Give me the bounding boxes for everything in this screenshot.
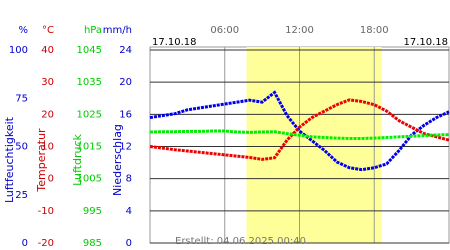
y-tick-label: 30 [41,77,54,88]
y-tick-label: 0 [22,238,28,249]
y-tick-label: 995 [83,206,102,217]
y-tick-label: 1015 [77,142,102,153]
x-tick-label: 12:00 [285,25,314,36]
series-line [149,98,450,161]
y-tick-label: 12 [119,142,132,153]
y-tick-label: 10 [41,142,54,153]
axis-title: Luftfeuchtigkeit [3,116,16,203]
axis-unit: mm/h [103,25,132,36]
y-tick-label: 25 [15,190,28,201]
y-tick-label: 20 [41,109,54,120]
y-tick-label: 1005 [77,174,102,185]
axis-title: Luftdruck [71,133,84,185]
y-tick-label: 50 [15,142,28,153]
axis-unit: % [18,25,28,36]
axis-unit: hPa [84,25,102,36]
daylight [246,47,382,243]
y-tick-label: 0 [126,238,132,249]
date-right: 17.10.18 [403,37,448,48]
x-tick-label: 06:00 [210,25,239,36]
y-tick-label: 1045 [77,45,102,56]
y-tick-label: -20 [38,238,54,249]
y-tick-label: 985 [83,238,102,249]
axis-unit: °C [42,25,54,36]
axis-title: Niederschlag [111,124,124,196]
date-left: 17.10.18 [152,37,197,48]
y-tick-label: 75 [15,93,28,104]
y-tick-label: 1035 [77,77,102,88]
y-tick-label: 24 [119,45,132,56]
y-tick-label: 16 [119,109,132,120]
series-line [149,129,450,140]
y-tick-label: 8 [126,174,132,185]
y-tick-label: 1025 [77,109,102,120]
axis-title: Temperatur [35,128,48,193]
y-tick-label: 100 [9,45,28,56]
y-tick-label: 0 [48,174,54,185]
series-line [149,90,450,172]
y-tick-label: 20 [119,77,132,88]
footer: Erstellt: 04.06.2025 00:40 [175,236,306,247]
y-tick-label: 40 [41,45,54,56]
x-tick-label: 18:00 [360,25,389,36]
y-tick-label: -10 [38,206,54,217]
y-tick-label: 4 [126,206,132,217]
